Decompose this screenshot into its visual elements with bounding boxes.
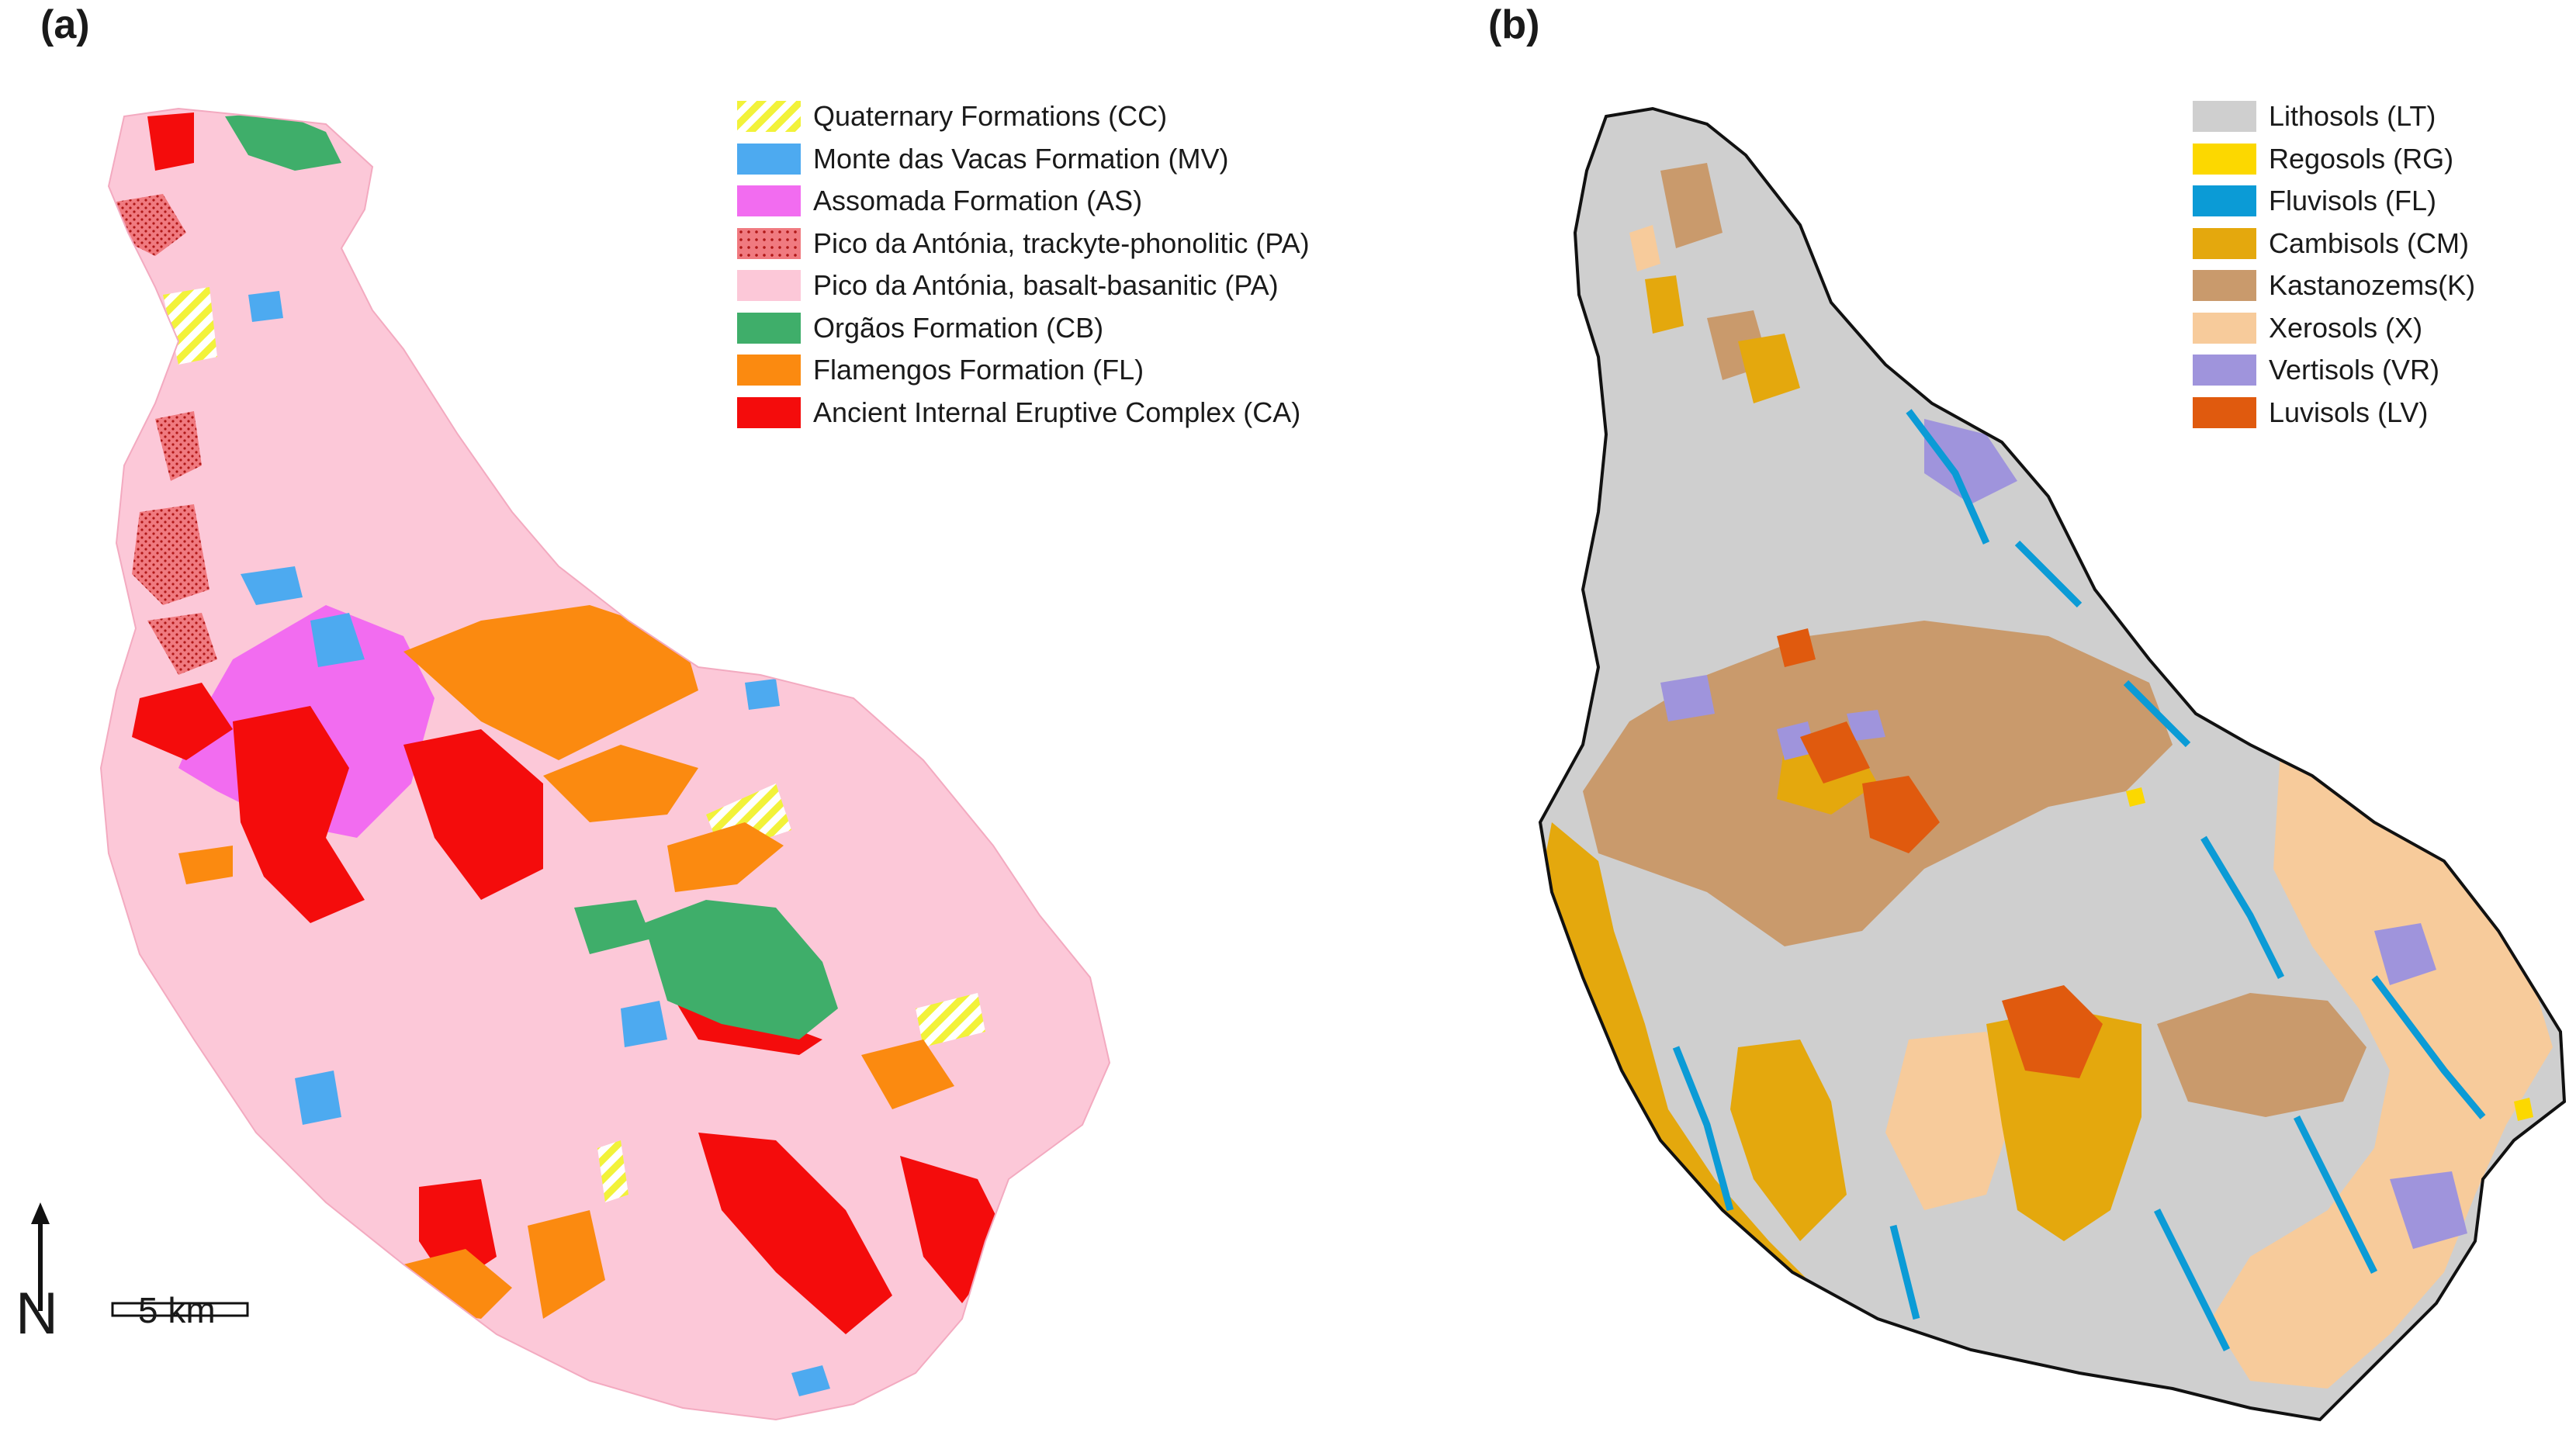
legend-label: Fluvisols (FL) <box>2269 185 2437 217</box>
legend-label: Lithosols (LT) <box>2269 100 2436 133</box>
legend-item-assomada: Assomada Formation (AS) <box>737 180 1310 223</box>
legend-item-lithosols: Lithosols (LT) <box>2193 95 2475 138</box>
legend-label: Xerosols (X) <box>2269 311 2423 344</box>
legend-swatch <box>2193 355 2256 386</box>
legend-label: Orgãos Formation (CB) <box>813 311 1104 344</box>
legend-swatch <box>2193 270 2256 302</box>
legend-item-luvisols: Luvisols (LV) <box>2193 392 2475 434</box>
legend-item-orgaos: Orgãos Formation (CB) <box>737 307 1310 350</box>
legend-item-basalt-basanitic: Pico da Antónia, basalt-basanitic (PA) <box>737 265 1310 307</box>
panel-a-label: (a) <box>40 2 90 47</box>
north-label: N <box>16 1281 58 1347</box>
legend-item-regosols: Regosols (RG) <box>2193 138 2475 181</box>
legend-soils: Lithosols (LT) Regosols (RG) Fluvisols (… <box>2193 95 2475 434</box>
geology-orgaos <box>225 112 838 1039</box>
legend-label: Monte das Vacas Formation (MV) <box>813 142 1229 175</box>
scale-bar-label: 5 km <box>138 1290 216 1330</box>
legend-geology: Quaternary Formations (CC) Monte das Vac… <box>737 95 1310 434</box>
legend-label: Assomada Formation (AS) <box>813 185 1143 217</box>
soil-fluvisols <box>1672 409 2486 1352</box>
legend-label: Luvisols (LV) <box>2269 396 2429 428</box>
legend-item-kastanozems: Kastanozems(K) <box>2193 265 2475 307</box>
legend-label: Pico da Antónia, basalt-basanitic (PA) <box>813 269 1279 302</box>
legend-swatch <box>737 312 801 344</box>
legend-label: Pico da Antónia, trackyte-phonolitic (PA… <box>813 227 1310 259</box>
legend-item-cambisols: Cambisols (CM) <box>2193 223 2475 265</box>
geology-map <box>100 108 1110 1420</box>
legend-item-quaternary: Quaternary Formations (CC) <box>737 95 1310 138</box>
legend-swatch <box>2193 312 2256 344</box>
legend-label: Vertisols (VR) <box>2269 354 2440 386</box>
legend-swatch <box>2193 185 2256 217</box>
legend-swatch <box>737 185 801 217</box>
legend-label: Ancient Internal Eruptive Complex (CA) <box>813 396 1301 428</box>
legend-label: Cambisols (CM) <box>2269 227 2470 259</box>
scale-bar <box>111 1302 249 1317</box>
legend-swatch <box>737 396 801 428</box>
geology-trachyte-phonolitic <box>116 194 217 675</box>
legend-swatch <box>737 143 801 175</box>
legend-label: Kastanozems(K) <box>2269 269 2476 302</box>
legend-item-trachyte-phonolitic: Pico da Antónia, trackyte-phonolitic (PA… <box>737 223 1310 265</box>
legend-label: Regosols (RG) <box>2269 142 2454 175</box>
legend-swatch <box>737 227 801 259</box>
legend-swatch <box>737 270 801 302</box>
legend-item-ancient-complex: Ancient Internal Eruptive Complex (CA) <box>737 392 1310 434</box>
legend-swatch <box>737 101 801 133</box>
legend-item-flamengos: Flamengos Formation (FL) <box>737 349 1310 392</box>
legend-swatch <box>737 355 801 386</box>
soil-luvisols <box>1777 628 2103 1078</box>
legend-label: Quaternary Formations (CC) <box>813 100 1168 133</box>
legend-item-vertisols: Vertisols (VR) <box>2193 349 2475 392</box>
legend-swatch <box>2193 396 2256 428</box>
soil-cambisols <box>1540 275 2141 1319</box>
geology-flamengos <box>178 605 954 1319</box>
legend-label: Flamengos Formation (FL) <box>813 354 1144 386</box>
panel-b-label: (b) <box>1488 2 1540 47</box>
legend-swatch <box>2193 143 2256 175</box>
legend-item-xerosols: Xerosols (X) <box>2193 307 2475 350</box>
legend-item-fluvisols: Fluvisols (FL) <box>2193 180 2475 223</box>
north-arrow-icon <box>31 1202 50 1311</box>
legend-swatch <box>2193 101 2256 133</box>
soil-kastanozems <box>1583 163 2367 1117</box>
legend-item-monte-das-vacas: Monte das Vacas Formation (MV) <box>737 138 1310 181</box>
legend-swatch <box>2193 227 2256 259</box>
